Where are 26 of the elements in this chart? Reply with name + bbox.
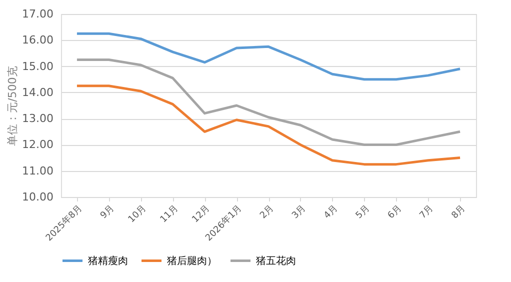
- x-tick-label: 8月: [450, 204, 468, 221]
- x-tick-label: 4月: [322, 204, 340, 221]
- legend-label: 猪后腿肉）: [167, 254, 217, 267]
- x-tick-label: 2月: [258, 204, 276, 221]
- x-tick-label: 12月: [190, 204, 212, 226]
- legend-label: 猪五花肉: [256, 254, 296, 267]
- x-tick-label: 6月: [386, 204, 404, 221]
- x-tick-label: 7月: [418, 204, 436, 221]
- x-tick-label: 11月: [158, 204, 180, 226]
- line-series: [76, 84, 462, 166]
- y-tick-label: 16.00: [22, 34, 54, 47]
- y-tick-label: 17.00: [22, 8, 54, 20]
- y-tick-label: 12.00: [22, 138, 54, 152]
- y-axis-title: 单位：元/500克: [6, 66, 20, 146]
- x-tick-label: 3月: [290, 204, 308, 221]
- x-tick-label: 5月: [354, 204, 372, 221]
- x-tick-label: 10月: [126, 204, 148, 226]
- y-tick-label: 15.00: [22, 60, 54, 73]
- y-tick-label: 14.00: [22, 86, 54, 99]
- x-tick-label: 9月: [98, 204, 116, 221]
- legend-label: 猪精瘦肉: [88, 254, 128, 267]
- y-tick-label: 11.00: [22, 164, 54, 178]
- line-series: [76, 58, 462, 146]
- y-tick-label: 10.00: [22, 190, 54, 204]
- y-tick-label: 13.00: [22, 112, 54, 126]
- line-series: [76, 32, 462, 81]
